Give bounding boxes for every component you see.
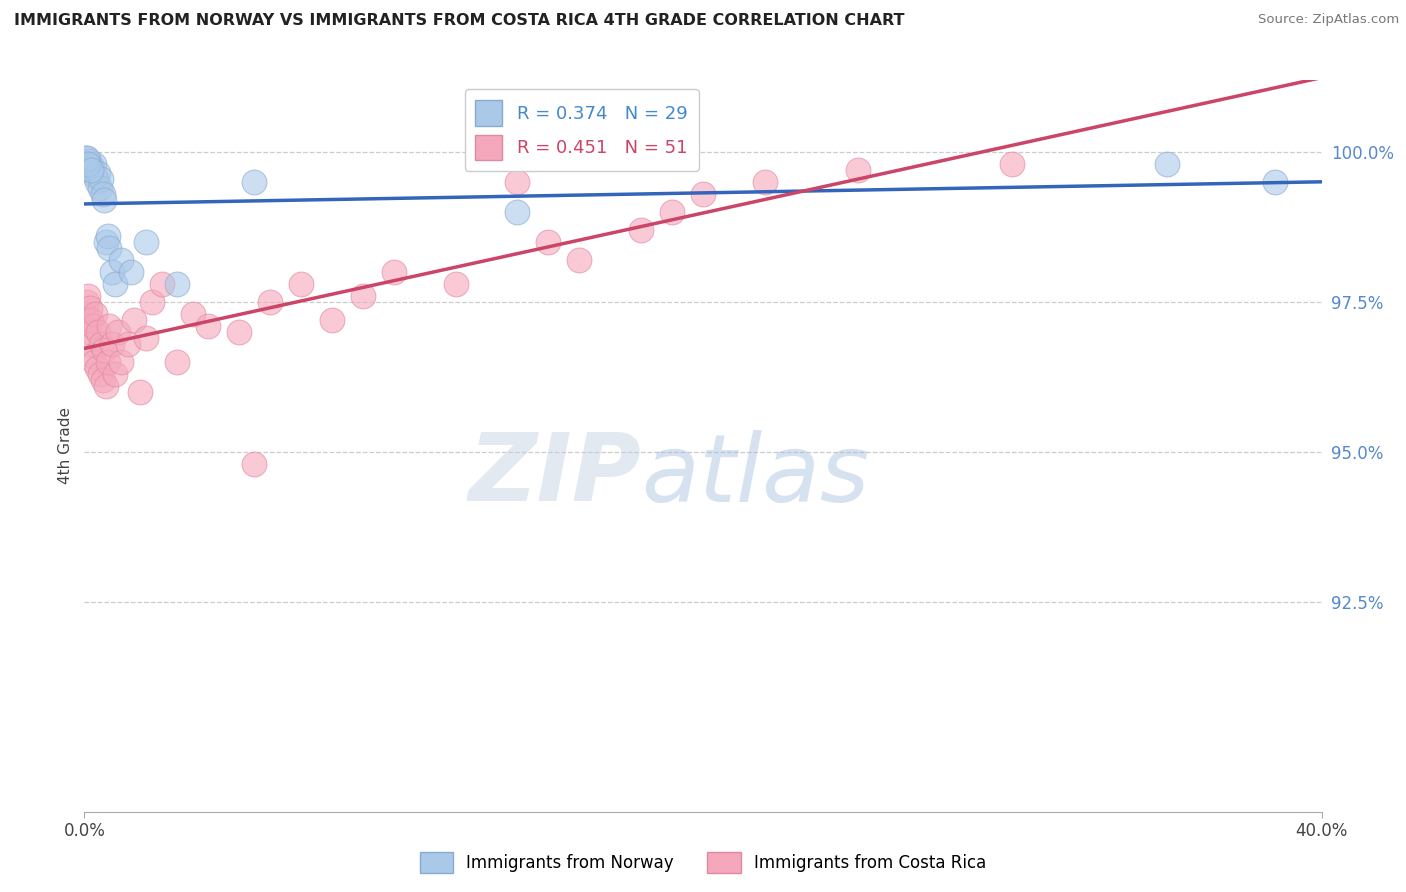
- Point: [1156, 157, 1178, 171]
- Point: [259, 295, 281, 310]
- Point: [75, 151, 97, 165]
- Point: [104, 367, 127, 381]
- Point: [79, 301, 101, 315]
- Point: [77, 325, 100, 339]
- Point: [117, 337, 139, 351]
- Point: [506, 205, 529, 219]
- Point: [568, 253, 591, 268]
- Point: [101, 337, 124, 351]
- Point: [90, 337, 112, 351]
- Point: [107, 325, 129, 339]
- Point: [82, 319, 104, 334]
- Point: [352, 289, 374, 303]
- Point: [104, 277, 127, 292]
- Point: [93, 193, 115, 207]
- Point: [243, 457, 266, 471]
- Point: [120, 265, 142, 279]
- Point: [122, 313, 145, 327]
- Point: [537, 235, 560, 249]
- Point: [96, 229, 118, 244]
- Point: [83, 157, 105, 171]
- Point: [98, 241, 121, 255]
- Text: Source: ZipAtlas.com: Source: ZipAtlas.com: [1258, 13, 1399, 27]
- Text: ZIP: ZIP: [468, 429, 641, 521]
- Point: [135, 331, 157, 345]
- Point: [76, 157, 98, 171]
- Point: [181, 307, 204, 321]
- Point: [228, 325, 250, 339]
- Point: [89, 181, 111, 195]
- Point: [76, 313, 98, 327]
- Point: [846, 163, 869, 178]
- Point: [96, 355, 118, 369]
- Text: IMMIGRANTS FROM NORWAY VS IMMIGRANTS FROM COSTA RICA 4TH GRADE CORRELATION CHART: IMMIGRANTS FROM NORWAY VS IMMIGRANTS FRO…: [14, 13, 904, 29]
- Point: [630, 223, 652, 237]
- Text: atlas: atlas: [641, 430, 869, 521]
- Point: [82, 160, 104, 174]
- Point: [87, 325, 110, 339]
- Point: [197, 319, 219, 334]
- Point: [80, 163, 103, 178]
- Point: [110, 355, 132, 369]
- Point: [93, 343, 115, 357]
- Point: [166, 355, 188, 369]
- Point: [141, 295, 163, 310]
- Point: [77, 289, 100, 303]
- Legend: R = 0.374   N = 29, R = 0.451   N = 51: R = 0.374 N = 29, R = 0.451 N = 51: [464, 89, 699, 171]
- Point: [1001, 157, 1024, 171]
- Legend: Immigrants from Norway, Immigrants from Costa Rica: Immigrants from Norway, Immigrants from …: [413, 846, 993, 880]
- Point: [94, 235, 117, 249]
- Point: [110, 253, 132, 268]
- Point: [166, 277, 188, 292]
- Point: [382, 265, 405, 279]
- Point: [86, 361, 108, 376]
- Point: [84, 169, 107, 184]
- Point: [79, 337, 101, 351]
- Point: [75, 307, 97, 321]
- Point: [661, 205, 683, 219]
- Point: [692, 187, 714, 202]
- Point: [82, 349, 104, 363]
- Point: [94, 379, 117, 393]
- Point: [98, 319, 121, 334]
- Point: [754, 175, 776, 189]
- Y-axis label: 4th Grade: 4th Grade: [58, 408, 73, 484]
- Point: [91, 187, 114, 202]
- Point: [91, 373, 114, 387]
- Point: [290, 277, 312, 292]
- Point: [1264, 175, 1286, 189]
- Point: [506, 175, 529, 189]
- Point: [444, 277, 467, 292]
- Point: [89, 367, 111, 381]
- Point: [76, 295, 98, 310]
- Point: [129, 385, 152, 400]
- Point: [86, 175, 108, 189]
- Point: [83, 355, 105, 369]
- Point: [101, 265, 124, 279]
- Point: [87, 166, 110, 180]
- Point: [77, 157, 100, 171]
- Point: [150, 277, 173, 292]
- Point: [135, 235, 157, 249]
- Point: [80, 313, 103, 327]
- Point: [243, 175, 266, 189]
- Point: [77, 154, 100, 169]
- Point: [79, 163, 101, 178]
- Point: [90, 172, 112, 186]
- Point: [84, 307, 107, 321]
- Point: [76, 151, 98, 165]
- Point: [321, 313, 343, 327]
